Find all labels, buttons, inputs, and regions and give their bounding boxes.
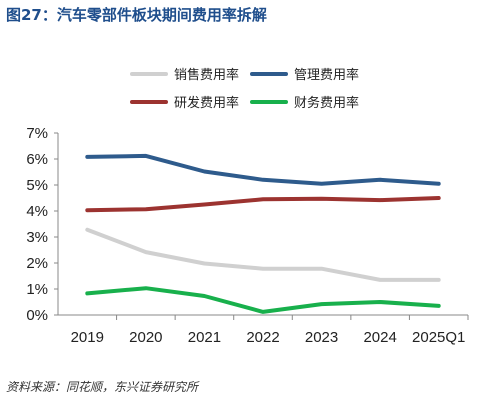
- legend-label-sales: 销售费用率: [174, 68, 240, 83]
- x-tick-label: 2022: [246, 329, 279, 346]
- legend-label-admin: 管理费用率: [294, 68, 360, 83]
- x-tick-label: 2025Q1: [412, 329, 465, 346]
- chart-legend: 销售费用率 管理费用率 研发费用率 财务费用率: [0, 0, 485, 120]
- legend-swatch-rnd: [130, 99, 168, 104]
- x-tick-label: 2020: [129, 329, 162, 346]
- x-tick-label: 2024: [363, 329, 396, 346]
- y-tick-label: 1%: [26, 281, 48, 298]
- sales-expense-line: [85, 227, 441, 282]
- y-tick-label: 7%: [26, 125, 48, 142]
- y-tick-label: 6%: [26, 151, 48, 168]
- legend-item-rnd: 研发费用率: [130, 92, 239, 111]
- x-tick-label: 2023: [305, 329, 338, 346]
- legend-item-admin: 管理费用率: [250, 64, 359, 83]
- legend-label-rnd: 研发费用率: [174, 96, 240, 111]
- admin-expense-line: [85, 153, 441, 186]
- y-tick-label: 4%: [26, 203, 48, 220]
- legend-swatch-admin: [250, 71, 288, 76]
- legend-label-finance: 财务费用率: [294, 96, 360, 111]
- y-tick-label: 0%: [26, 307, 48, 324]
- legend-item-sales: 销售费用率: [130, 64, 239, 83]
- legend-swatch-finance: [250, 99, 288, 104]
- y-tick-label: 3%: [26, 229, 48, 246]
- x-tick-label: 2019: [71, 329, 104, 346]
- x-tick-label: 2021: [188, 329, 221, 346]
- finance-expense-line: [85, 286, 441, 314]
- legend-swatch-sales: [130, 71, 168, 76]
- y-tick-label: 2%: [26, 255, 48, 272]
- chart-title: 图27：汽车零部件板块期间费用率拆解: [6, 6, 267, 24]
- y-tick-label: 5%: [26, 177, 48, 194]
- legend-item-finance: 财务费用率: [250, 92, 359, 111]
- source-note: 资料来源：同花顺，东兴证券研究所: [6, 380, 199, 394]
- rnd-expense-line: [85, 196, 441, 213]
